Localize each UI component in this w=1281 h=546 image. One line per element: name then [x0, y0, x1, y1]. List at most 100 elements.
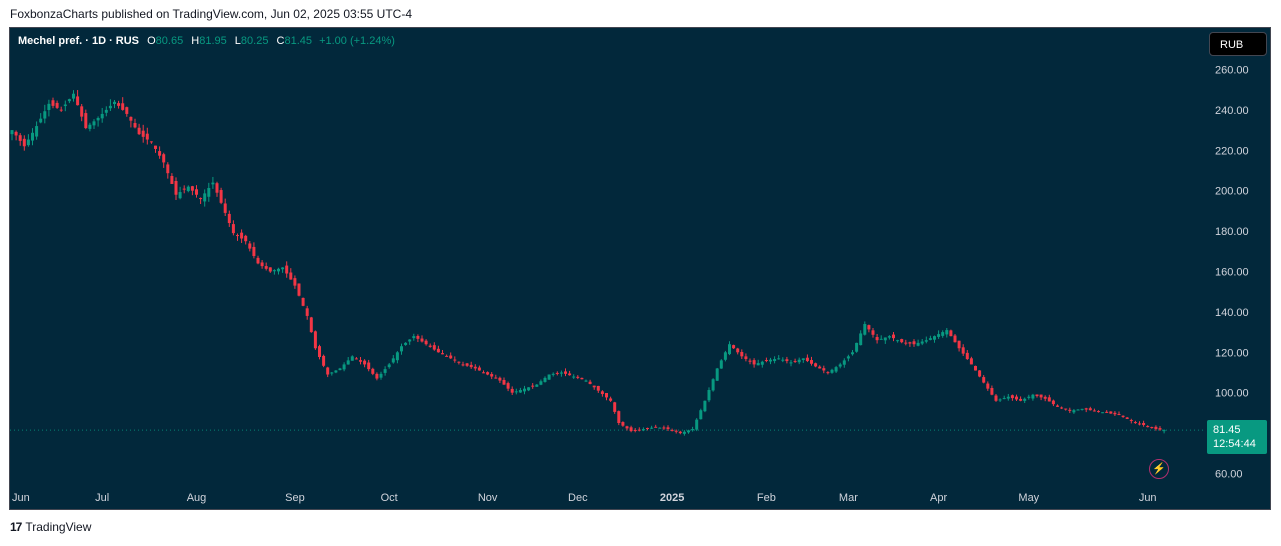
last-price-value: 81.45: [1213, 424, 1241, 436]
candlestick-chart[interactable]: 260.00 240.00 220.00 200.00 180.00 160.00 140.…: [10, 28, 1271, 510]
candle: [461, 361, 465, 367]
candle: [383, 366, 387, 376]
candle: [502, 377, 506, 385]
candle: [621, 421, 625, 427]
lightning-bolt-icon[interactable]: ⚡: [1149, 459, 1169, 479]
candle: [22, 135, 26, 151]
candle: [867, 324, 871, 333]
candle: [592, 385, 596, 390]
candle: [969, 356, 973, 365]
candle: [35, 121, 39, 140]
candle: [826, 371, 830, 375]
candle: [387, 362, 391, 369]
candle: [51, 97, 55, 109]
candle: [1010, 394, 1014, 401]
candle: [14, 130, 18, 141]
candle: [375, 372, 379, 381]
candle: [305, 305, 309, 320]
candle: [1138, 421, 1141, 426]
candle: [1080, 408, 1084, 411]
candle: [96, 116, 100, 127]
candle: [695, 418, 699, 432]
candle: [830, 368, 834, 374]
candle: [149, 141, 153, 144]
candle: [412, 333, 416, 341]
candle: [937, 330, 941, 339]
candle: [428, 343, 432, 348]
candle: [896, 339, 900, 343]
candle: [145, 127, 149, 145]
candle: [236, 233, 239, 241]
candle: [543, 376, 547, 383]
candle: [818, 365, 822, 369]
x-tick-label: Jun: [1139, 492, 1157, 504]
candle: [391, 355, 395, 364]
candle: [154, 145, 157, 153]
candle: [699, 408, 703, 420]
candle: [682, 430, 686, 436]
candle: [1097, 410, 1100, 413]
symbol-title[interactable]: Mechel pref. · 1D · RUS: [18, 35, 140, 47]
currency-button[interactable]: RUB: [1209, 32, 1267, 56]
candle: [859, 330, 863, 346]
candle: [994, 393, 998, 402]
candle: [1047, 394, 1051, 402]
y-tick-label: 240.00: [1215, 105, 1249, 117]
candle: [518, 387, 522, 393]
candle: [338, 367, 342, 371]
candle: [449, 352, 453, 359]
candle: [182, 185, 186, 194]
footer-brand[interactable]: 17 TradingView: [10, 520, 91, 534]
candle: [883, 337, 887, 344]
candle: [1031, 393, 1035, 401]
candle: [797, 357, 801, 365]
candle: [945, 328, 949, 338]
y-tick-label: 60.00: [1215, 469, 1243, 481]
candle: [924, 336, 928, 344]
candle: [129, 116, 133, 128]
candle: [309, 316, 313, 333]
candle: [207, 182, 211, 202]
candle: [240, 229, 244, 243]
candle: [432, 342, 436, 351]
candle: [1068, 407, 1072, 414]
candle: [588, 379, 592, 385]
candle: [982, 375, 986, 384]
candle: [195, 185, 198, 198]
candle: [625, 425, 629, 431]
candle: [871, 327, 875, 338]
candle: [805, 354, 809, 363]
candle: [18, 133, 22, 146]
chart-panel[interactable]: 260.00 240.00 220.00 200.00 180.00 160.00 140.…: [9, 27, 1271, 510]
symbol-legend: Mechel pref. · 1D · RUS O80.65 H81.95 L8…: [18, 35, 395, 47]
candle: [342, 362, 346, 372]
candle: [785, 356, 789, 364]
x-tick-label: Dec: [568, 492, 588, 504]
close-label: C: [276, 35, 285, 47]
candle: [293, 275, 297, 289]
candle: [457, 361, 461, 365]
candle: [527, 387, 531, 392]
candle: [715, 367, 719, 381]
candle: [92, 119, 96, 129]
candle: [506, 381, 510, 392]
candle: [523, 385, 526, 395]
candle: [1002, 395, 1006, 400]
candle: [904, 339, 908, 346]
candle: [203, 189, 207, 207]
candle: [133, 118, 137, 129]
publisher-line: FoxbonzaCharts published on TradingView.…: [10, 7, 413, 21]
candle: [793, 358, 797, 363]
candle: [851, 350, 854, 356]
candle: [350, 355, 354, 361]
candle: [1162, 429, 1166, 434]
candle: [740, 349, 744, 360]
candle: [576, 375, 580, 380]
candle: [297, 283, 301, 297]
candle: [1121, 415, 1125, 418]
candle: [875, 333, 879, 344]
candle: [1076, 409, 1080, 411]
candle: [244, 234, 248, 245]
candle: [1133, 420, 1137, 424]
candle: [395, 351, 399, 364]
